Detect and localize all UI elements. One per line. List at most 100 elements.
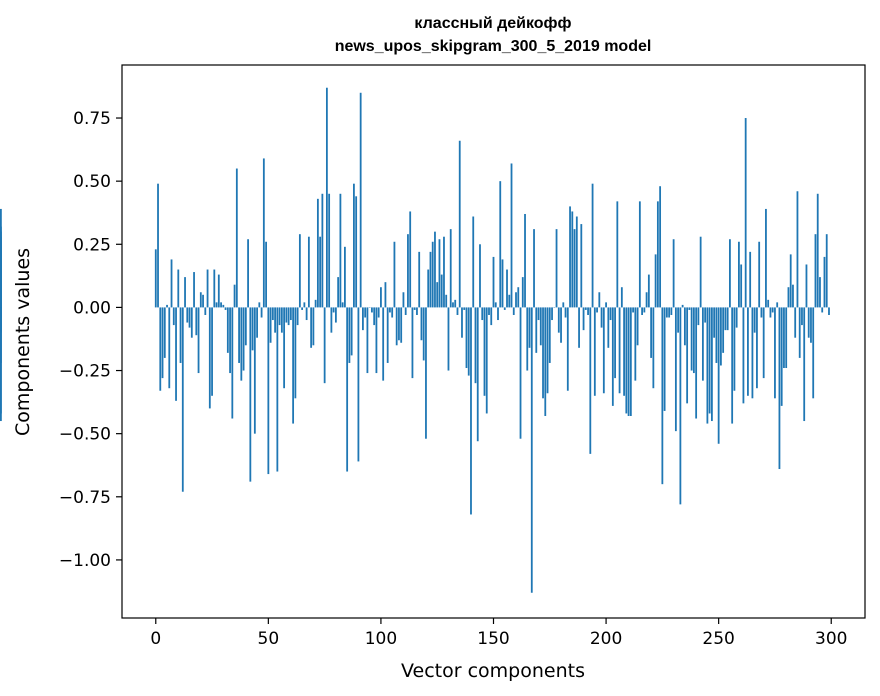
bar bbox=[598, 292, 601, 308]
bar bbox=[418, 251, 421, 308]
x-tick-label: 0 bbox=[150, 629, 161, 649]
bar bbox=[395, 307, 398, 346]
bar bbox=[296, 307, 299, 326]
bar bbox=[602, 307, 605, 394]
bar bbox=[506, 269, 508, 308]
bar bbox=[497, 307, 499, 321]
bar bbox=[359, 92, 362, 308]
bars-group bbox=[0, 87, 830, 593]
bar bbox=[170, 259, 173, 308]
bar bbox=[686, 307, 689, 404]
bar bbox=[699, 236, 702, 308]
bar bbox=[769, 307, 772, 318]
x-tick-label: 200 bbox=[590, 629, 622, 649]
bar bbox=[713, 307, 716, 338]
bar bbox=[490, 307, 493, 326]
bar bbox=[582, 307, 585, 331]
bar bbox=[316, 198, 319, 308]
bar bbox=[467, 307, 470, 376]
bar bbox=[681, 304, 684, 308]
bar bbox=[526, 307, 529, 371]
bar bbox=[528, 307, 531, 348]
bar bbox=[715, 307, 718, 363]
bar bbox=[265, 241, 267, 308]
bar bbox=[235, 168, 238, 308]
bar bbox=[231, 307, 234, 419]
bar bbox=[269, 307, 272, 343]
bar bbox=[828, 307, 830, 315]
bar bbox=[213, 269, 216, 308]
bar bbox=[402, 292, 405, 308]
x-tick-label: 250 bbox=[702, 629, 734, 649]
bar bbox=[425, 307, 427, 439]
bar bbox=[339, 193, 342, 308]
x-axis-ticks: 0 50 100 150 200 250 300 bbox=[150, 618, 847, 649]
bar bbox=[623, 307, 625, 396]
bar bbox=[731, 307, 734, 424]
bar bbox=[344, 246, 346, 308]
bar bbox=[512, 307, 515, 315]
bar bbox=[575, 216, 578, 308]
y-tick-label: 0.25 bbox=[73, 235, 111, 255]
bar bbox=[616, 201, 619, 308]
bar bbox=[821, 307, 824, 313]
y-tick-label: 0.00 bbox=[73, 298, 111, 318]
bar bbox=[199, 292, 202, 308]
bar bbox=[454, 299, 457, 308]
bar bbox=[438, 239, 441, 308]
bar bbox=[632, 307, 634, 313]
bar bbox=[767, 299, 770, 308]
bar bbox=[519, 307, 522, 439]
bar bbox=[751, 307, 754, 399]
bar bbox=[321, 193, 324, 308]
bar bbox=[807, 307, 810, 338]
bar bbox=[157, 183, 159, 308]
bar bbox=[634, 307, 637, 381]
bar bbox=[629, 307, 632, 416]
bar bbox=[172, 307, 175, 326]
bar bbox=[391, 307, 394, 318]
bar bbox=[688, 307, 691, 310]
bar bbox=[823, 256, 826, 308]
bar bbox=[627, 307, 630, 416]
bar bbox=[596, 307, 598, 313]
bar bbox=[517, 287, 520, 308]
bar bbox=[420, 307, 423, 341]
bar bbox=[364, 307, 367, 318]
bar bbox=[760, 307, 763, 318]
bar bbox=[193, 272, 195, 308]
bar bbox=[303, 302, 306, 308]
bar bbox=[422, 307, 425, 361]
bar bbox=[695, 307, 698, 419]
bar bbox=[229, 307, 231, 374]
bar bbox=[787, 287, 790, 308]
bar bbox=[314, 299, 317, 308]
bar bbox=[672, 239, 675, 308]
bar bbox=[481, 307, 484, 321]
bar bbox=[382, 307, 385, 381]
bar bbox=[238, 307, 240, 363]
y-tick-label: −0.75 bbox=[59, 488, 111, 508]
bar bbox=[190, 307, 193, 338]
bar bbox=[483, 307, 486, 396]
bar bbox=[168, 307, 171, 389]
bar bbox=[449, 229, 452, 308]
y-tick-label: −0.25 bbox=[59, 362, 111, 382]
bar bbox=[260, 307, 263, 318]
bar bbox=[202, 294, 204, 308]
bar bbox=[765, 208, 767, 308]
y-axis-ticks: 0.75 0.50 0.25 0.00 −0.25 −0.50 −0.75 −1.00 bbox=[59, 109, 122, 571]
bar bbox=[211, 307, 213, 396]
bar bbox=[357, 307, 360, 462]
bar bbox=[494, 302, 497, 308]
bar bbox=[177, 269, 180, 308]
bar bbox=[289, 307, 292, 321]
bar bbox=[562, 302, 565, 308]
bar bbox=[393, 241, 396, 308]
bar bbox=[244, 307, 247, 346]
bar bbox=[267, 307, 270, 475]
bar bbox=[503, 307, 506, 310]
bar bbox=[747, 307, 749, 396]
bar bbox=[749, 251, 752, 308]
bar bbox=[389, 307, 391, 313]
